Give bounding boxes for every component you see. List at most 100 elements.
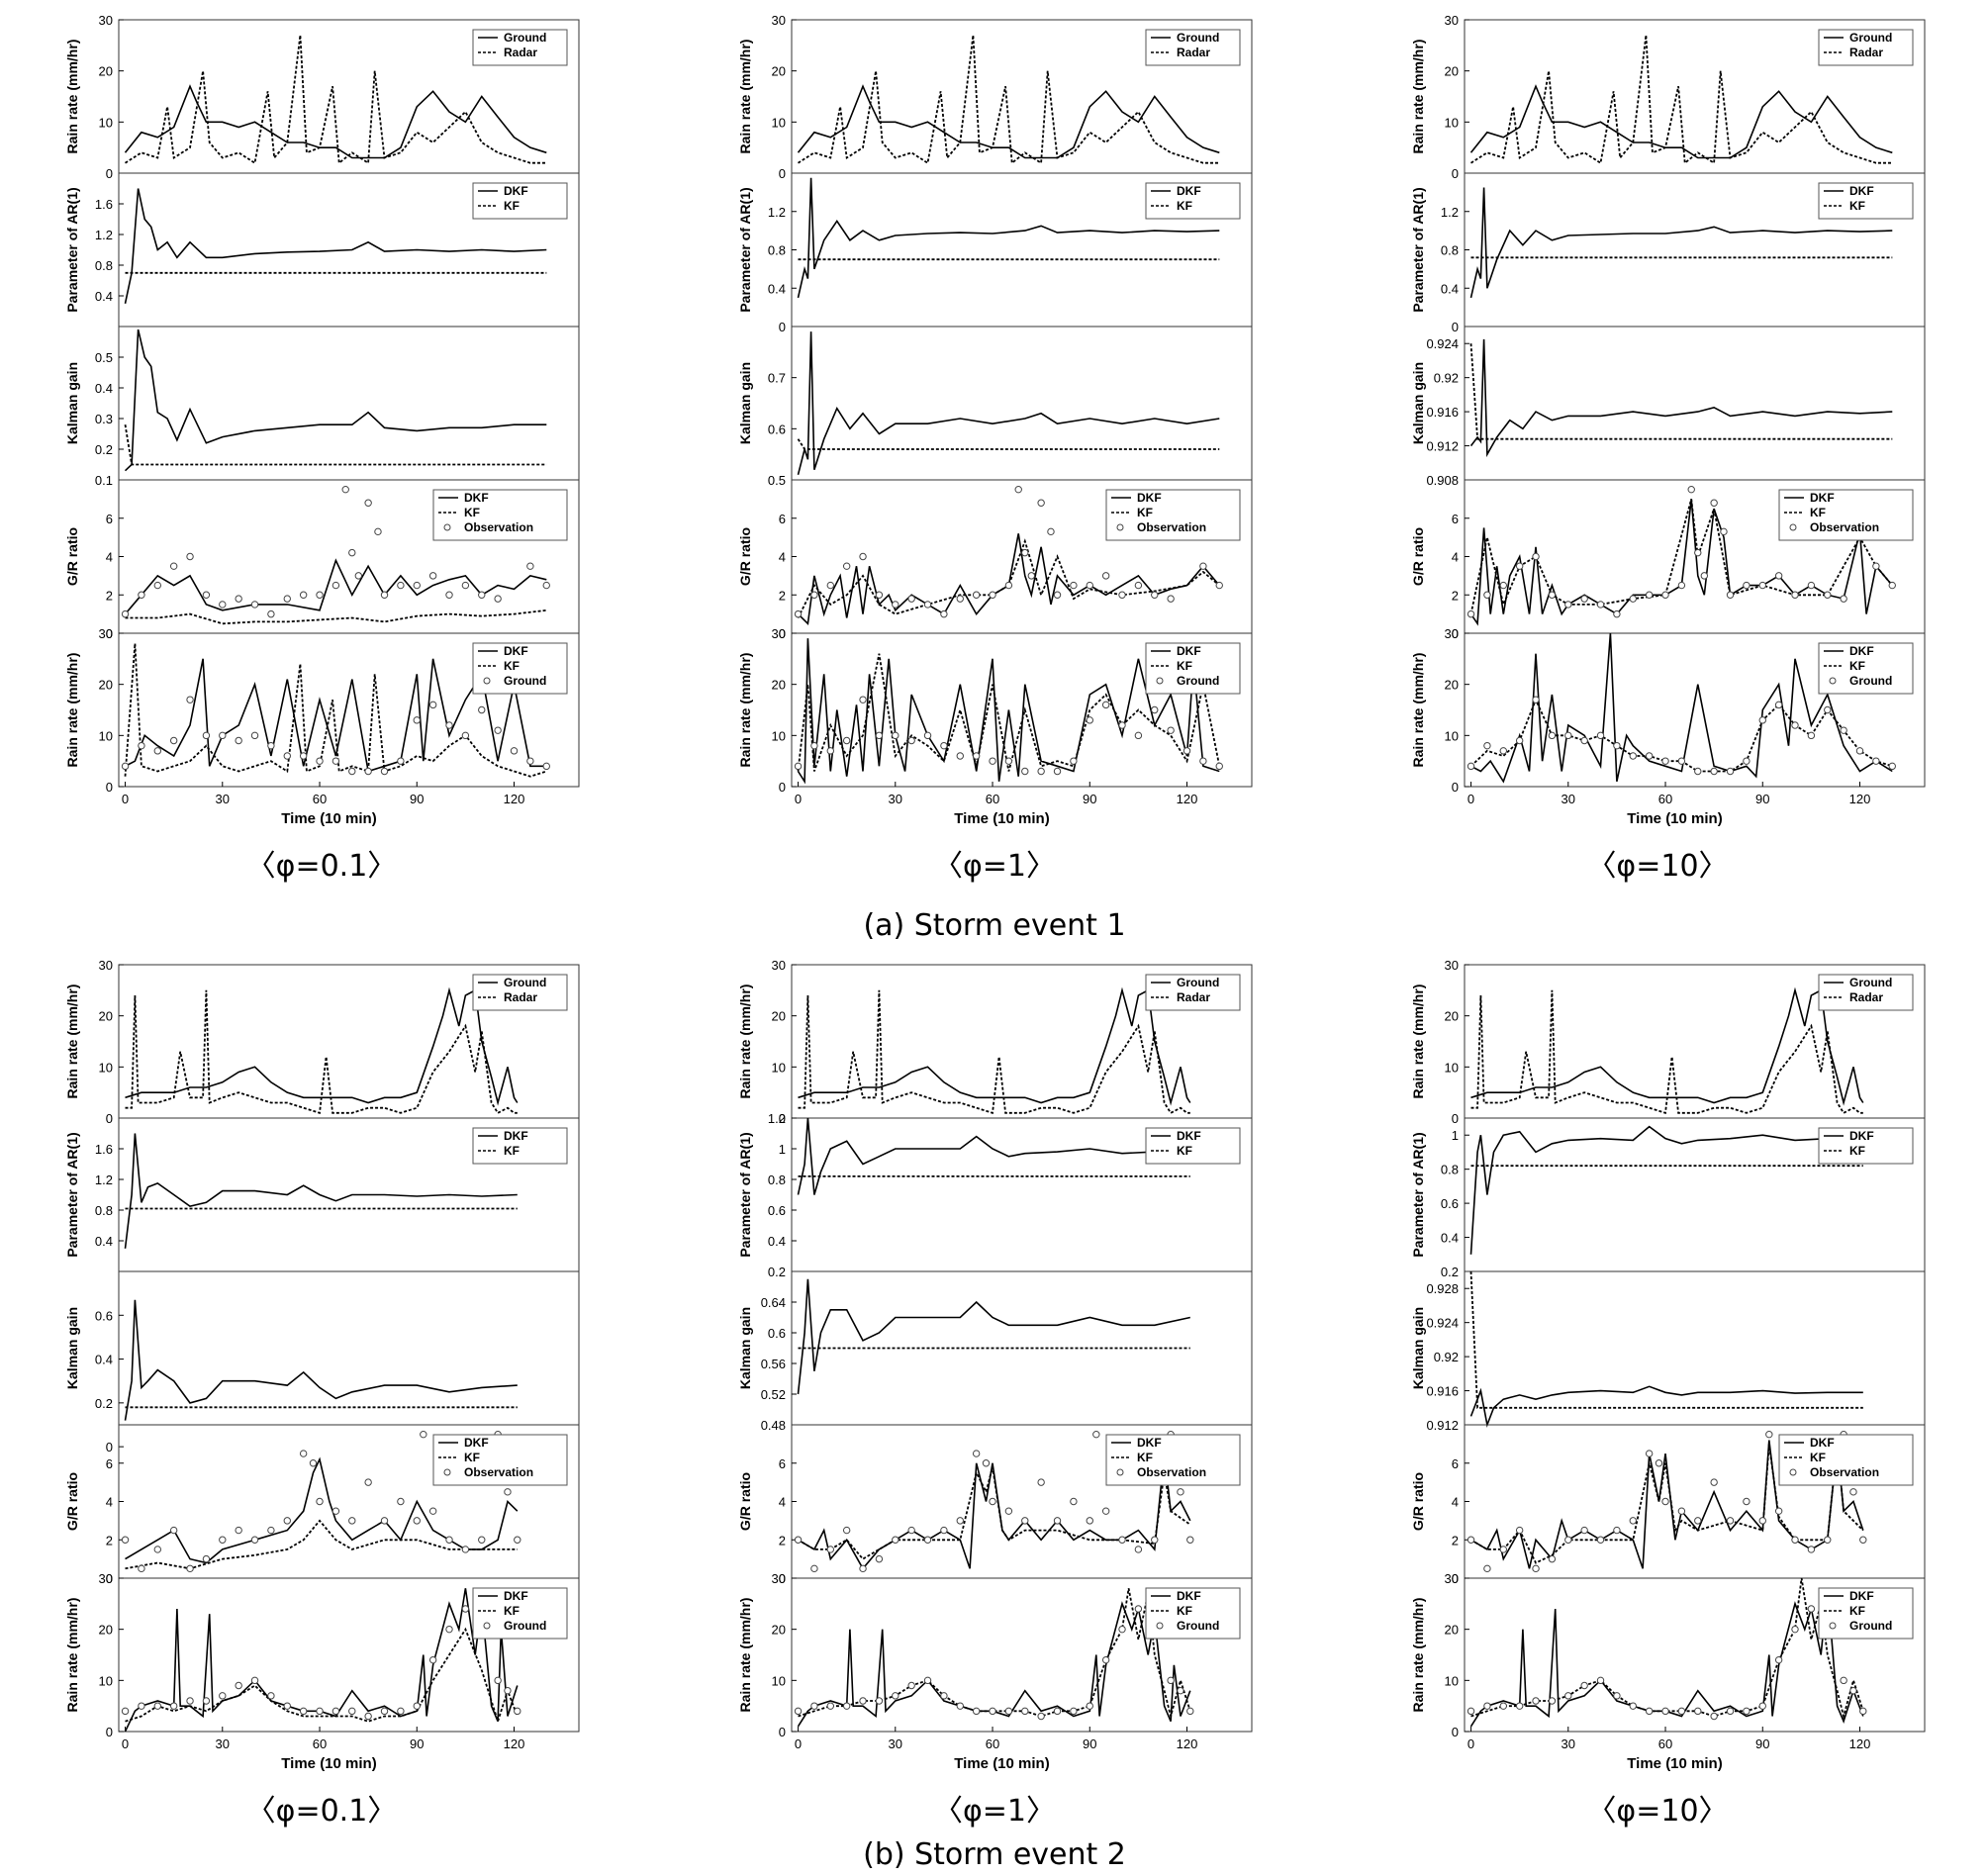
marker-observation bbox=[826, 1546, 834, 1553]
marker-ground bbox=[1791, 721, 1799, 729]
marker-observation bbox=[1499, 581, 1507, 590]
marker-observation bbox=[1849, 1488, 1857, 1496]
marker-ground bbox=[1086, 1702, 1093, 1710]
legend-box bbox=[1818, 1127, 1914, 1165]
marker-ground bbox=[1070, 1707, 1078, 1716]
series-line-kf bbox=[1469, 343, 1893, 440]
marker-observation bbox=[826, 581, 834, 590]
legend-label: Ground bbox=[504, 31, 546, 45]
x-tick-label: 30 bbox=[889, 1736, 902, 1751]
marker-ground bbox=[1004, 1707, 1013, 1716]
series-line-dkf bbox=[797, 331, 1220, 475]
x-tick-label: 30 bbox=[216, 1736, 230, 1751]
marker-observation bbox=[859, 1564, 867, 1573]
y-tick-label: 0 bbox=[779, 1111, 786, 1126]
marker-observation bbox=[1645, 1450, 1654, 1457]
y-tick-label: 30 bbox=[1445, 626, 1459, 641]
marker-ground bbox=[1483, 741, 1491, 750]
series-line-dkf bbox=[1469, 1385, 1863, 1428]
marker-observation bbox=[1070, 1497, 1078, 1506]
marker-observation bbox=[1564, 1536, 1572, 1544]
marker-observation bbox=[1047, 527, 1055, 536]
legend-label: DKF bbox=[1177, 184, 1201, 198]
y-tick-label: 30 bbox=[99, 626, 113, 641]
legend-label: Ground bbox=[504, 976, 546, 989]
marker-observation bbox=[1186, 1536, 1194, 1544]
y-tick-label: 0 bbox=[779, 166, 786, 181]
marker-ground bbox=[1564, 731, 1572, 740]
marker-observation bbox=[186, 552, 194, 561]
series-line-kf bbox=[798, 1466, 1191, 1560]
x-tick-label: 120 bbox=[504, 1736, 525, 1751]
marker-ground bbox=[1645, 752, 1654, 760]
marker-observation bbox=[267, 1526, 275, 1535]
y-tick-label: 0.48 bbox=[761, 1418, 786, 1433]
series-line-dkf bbox=[1469, 1125, 1863, 1255]
legend-label: Radar bbox=[1177, 46, 1210, 59]
marker-ground bbox=[875, 1697, 884, 1705]
marker-ground bbox=[1613, 741, 1621, 750]
y-tick-label: 10 bbox=[99, 1673, 113, 1688]
sub-label-s2-c2: 〈φ=10〉 bbox=[1586, 1794, 1728, 1829]
marker-observation bbox=[283, 1517, 291, 1525]
marker-observation bbox=[1613, 1526, 1621, 1535]
y-axis-label: Rain rate (mm/hr) bbox=[737, 1598, 753, 1713]
legend-box bbox=[1818, 974, 1914, 1011]
marker-ground bbox=[1791, 1625, 1799, 1634]
y-axis-label: Kalman gain bbox=[64, 1307, 80, 1389]
marker-ground bbox=[892, 731, 899, 740]
marker-observation bbox=[397, 581, 405, 590]
series-line-radar bbox=[1470, 989, 1863, 1114]
y-tick-label: 1.2 bbox=[95, 228, 113, 242]
y-tick-label: 0.912 bbox=[1426, 439, 1459, 454]
marker-observation bbox=[121, 1536, 130, 1544]
legend-marker bbox=[443, 1468, 451, 1476]
y-tick-label: 0 bbox=[1452, 1725, 1459, 1739]
marker-ground bbox=[413, 1702, 421, 1710]
y-tick-label: 4 bbox=[779, 1495, 786, 1510]
marker-observation bbox=[316, 1497, 324, 1506]
marker-ground bbox=[1086, 716, 1093, 724]
marker-ground bbox=[1118, 721, 1126, 729]
marker-observation bbox=[1694, 548, 1702, 557]
legend-label: KF bbox=[504, 1604, 520, 1618]
series-line-radar bbox=[1470, 35, 1893, 165]
marker-observation bbox=[1580, 1526, 1588, 1535]
legend-marker bbox=[483, 1622, 491, 1630]
marker-observation bbox=[121, 610, 130, 618]
marker-ground bbox=[121, 762, 130, 771]
y-axis-label: Rain rate (mm/hr) bbox=[737, 985, 753, 1099]
y-tick-label: 0 bbox=[106, 1440, 113, 1454]
legend-label: DKF bbox=[504, 1129, 528, 1143]
y-tick-label: 0 bbox=[106, 626, 113, 641]
marker-observation bbox=[250, 601, 259, 609]
series-line-dkf bbox=[1469, 187, 1893, 299]
marker-observation bbox=[1765, 1430, 1773, 1439]
series-line-radar bbox=[125, 35, 547, 165]
y-tick-label: 1 bbox=[1452, 1128, 1459, 1143]
legend-label: DKF bbox=[464, 491, 489, 505]
marker-observation bbox=[494, 595, 502, 603]
marker-ground bbox=[364, 1712, 372, 1721]
y-tick-label: 0 bbox=[106, 1571, 113, 1586]
series-line-kf bbox=[797, 653, 1221, 772]
panel-frame bbox=[1464, 632, 1926, 788]
y-axis-label: Rain rate (mm/hr) bbox=[64, 1598, 80, 1713]
y-tick-label: 10 bbox=[772, 1673, 786, 1688]
x-axis-label: Time (10 min) bbox=[1627, 1755, 1722, 1772]
marker-ground bbox=[1580, 736, 1588, 745]
marker-observation bbox=[348, 548, 356, 557]
series-line-dkf bbox=[1469, 338, 1893, 458]
marker-observation bbox=[1053, 1517, 1062, 1525]
marker-ground bbox=[1053, 767, 1062, 776]
marker-observation bbox=[542, 581, 550, 590]
marker-ground bbox=[186, 1697, 194, 1705]
marker-observation bbox=[331, 581, 340, 590]
marker-ground bbox=[859, 1697, 867, 1705]
y-axis-label: Parameter of AR(1) bbox=[64, 1132, 80, 1257]
marker-observation bbox=[810, 591, 818, 599]
y-tick-label: 0 bbox=[106, 166, 113, 181]
